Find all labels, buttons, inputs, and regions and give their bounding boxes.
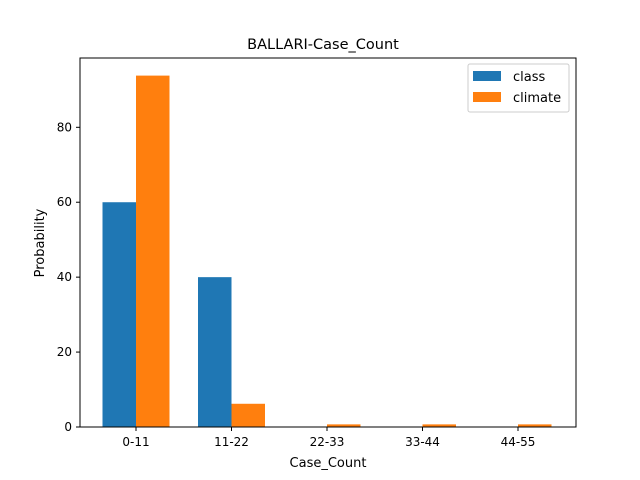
x-axis: 0-11 11-22 22-33 33-44 44-55 [122, 427, 535, 449]
bar-climate-0-11 [136, 75, 170, 427]
y-tick-label: 60 [57, 195, 72, 209]
x-tick-label: 33-44 [405, 435, 440, 449]
bar-climate-11-22 [231, 403, 265, 427]
y-tick-label: 0 [64, 420, 72, 434]
bar-class-0-11 [102, 202, 136, 427]
legend-label-climate: climate [513, 91, 561, 106]
y-axis-label: Probability [33, 208, 48, 277]
bars-group [102, 75, 552, 427]
legend: class climate [467, 63, 570, 113]
legend-swatch-climate [473, 92, 501, 102]
bar-climate-33-44 [422, 424, 456, 427]
y-tick-label: 80 [57, 120, 72, 134]
x-axis-label: Case_Count [290, 456, 367, 471]
y-tick-label: 40 [57, 270, 72, 284]
x-tick-label: 11-22 [214, 435, 249, 449]
legend-label-class: class [513, 70, 545, 85]
bar-climate-44-55 [518, 424, 552, 427]
bar-climate-22-33 [327, 424, 361, 427]
chart-title: BALLARI-Case_Count [247, 37, 399, 53]
x-tick-label: 22-33 [310, 435, 345, 449]
plot-frame [79, 57, 577, 428]
bar-class-11-22 [198, 277, 232, 427]
y-tick-label: 20 [57, 345, 72, 359]
x-tick-label: 0-11 [122, 435, 149, 449]
y-axis: 0 20 40 60 80 [57, 120, 80, 434]
legend-swatch-class [473, 71, 501, 81]
x-tick-label: 44-55 [501, 435, 536, 449]
